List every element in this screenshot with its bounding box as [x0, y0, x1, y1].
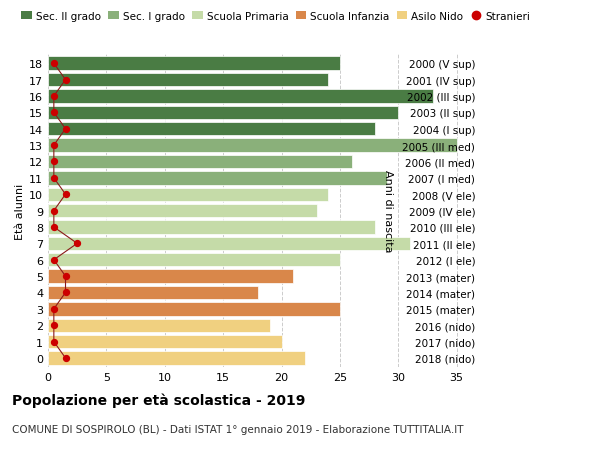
Bar [48, 123, 375, 136]
Bar [48, 172, 386, 185]
Point [61, 273, 70, 280]
Bar [48, 204, 317, 218]
Point [49, 142, 59, 150]
Y-axis label: Età alunni: Età alunni [15, 183, 25, 239]
Legend: Sec. II grado, Sec. I grado, Scuola Primaria, Scuola Infanzia, Asilo Nido, Stran: Sec. II grado, Sec. I grado, Scuola Prim… [17, 7, 535, 26]
Y-axis label: Anni di nascita: Anni di nascita [383, 170, 393, 252]
Point [49, 306, 59, 313]
Point [61, 126, 70, 133]
Point [73, 240, 82, 247]
Point [49, 338, 59, 346]
Bar [48, 90, 433, 103]
Bar [48, 253, 340, 267]
Point [49, 175, 59, 182]
Bar [48, 286, 258, 300]
Bar [48, 352, 305, 365]
Point [61, 191, 70, 198]
Text: Popolazione per età scolastica - 2019: Popolazione per età scolastica - 2019 [12, 392, 305, 407]
Point [49, 207, 59, 215]
Point [61, 289, 70, 297]
Bar [48, 319, 270, 332]
Point [49, 158, 59, 166]
Bar [48, 156, 352, 169]
Bar [48, 106, 398, 120]
Text: COMUNE DI SOSPIROLO (BL) - Dati ISTAT 1° gennaio 2019 - Elaborazione TUTTITALIA.: COMUNE DI SOSPIROLO (BL) - Dati ISTAT 1°… [12, 425, 464, 435]
Bar [48, 302, 340, 316]
Point [49, 109, 59, 117]
Bar [48, 57, 340, 71]
Point [61, 354, 70, 362]
Bar [48, 237, 410, 251]
Bar [48, 74, 328, 87]
Point [49, 224, 59, 231]
Point [49, 61, 59, 68]
Point [49, 257, 59, 264]
Bar [48, 139, 457, 152]
Bar [48, 335, 281, 348]
Point [49, 93, 59, 101]
Point [61, 77, 70, 84]
Bar [48, 270, 293, 283]
Bar [48, 188, 328, 202]
Point [49, 322, 59, 329]
Bar [48, 221, 375, 234]
